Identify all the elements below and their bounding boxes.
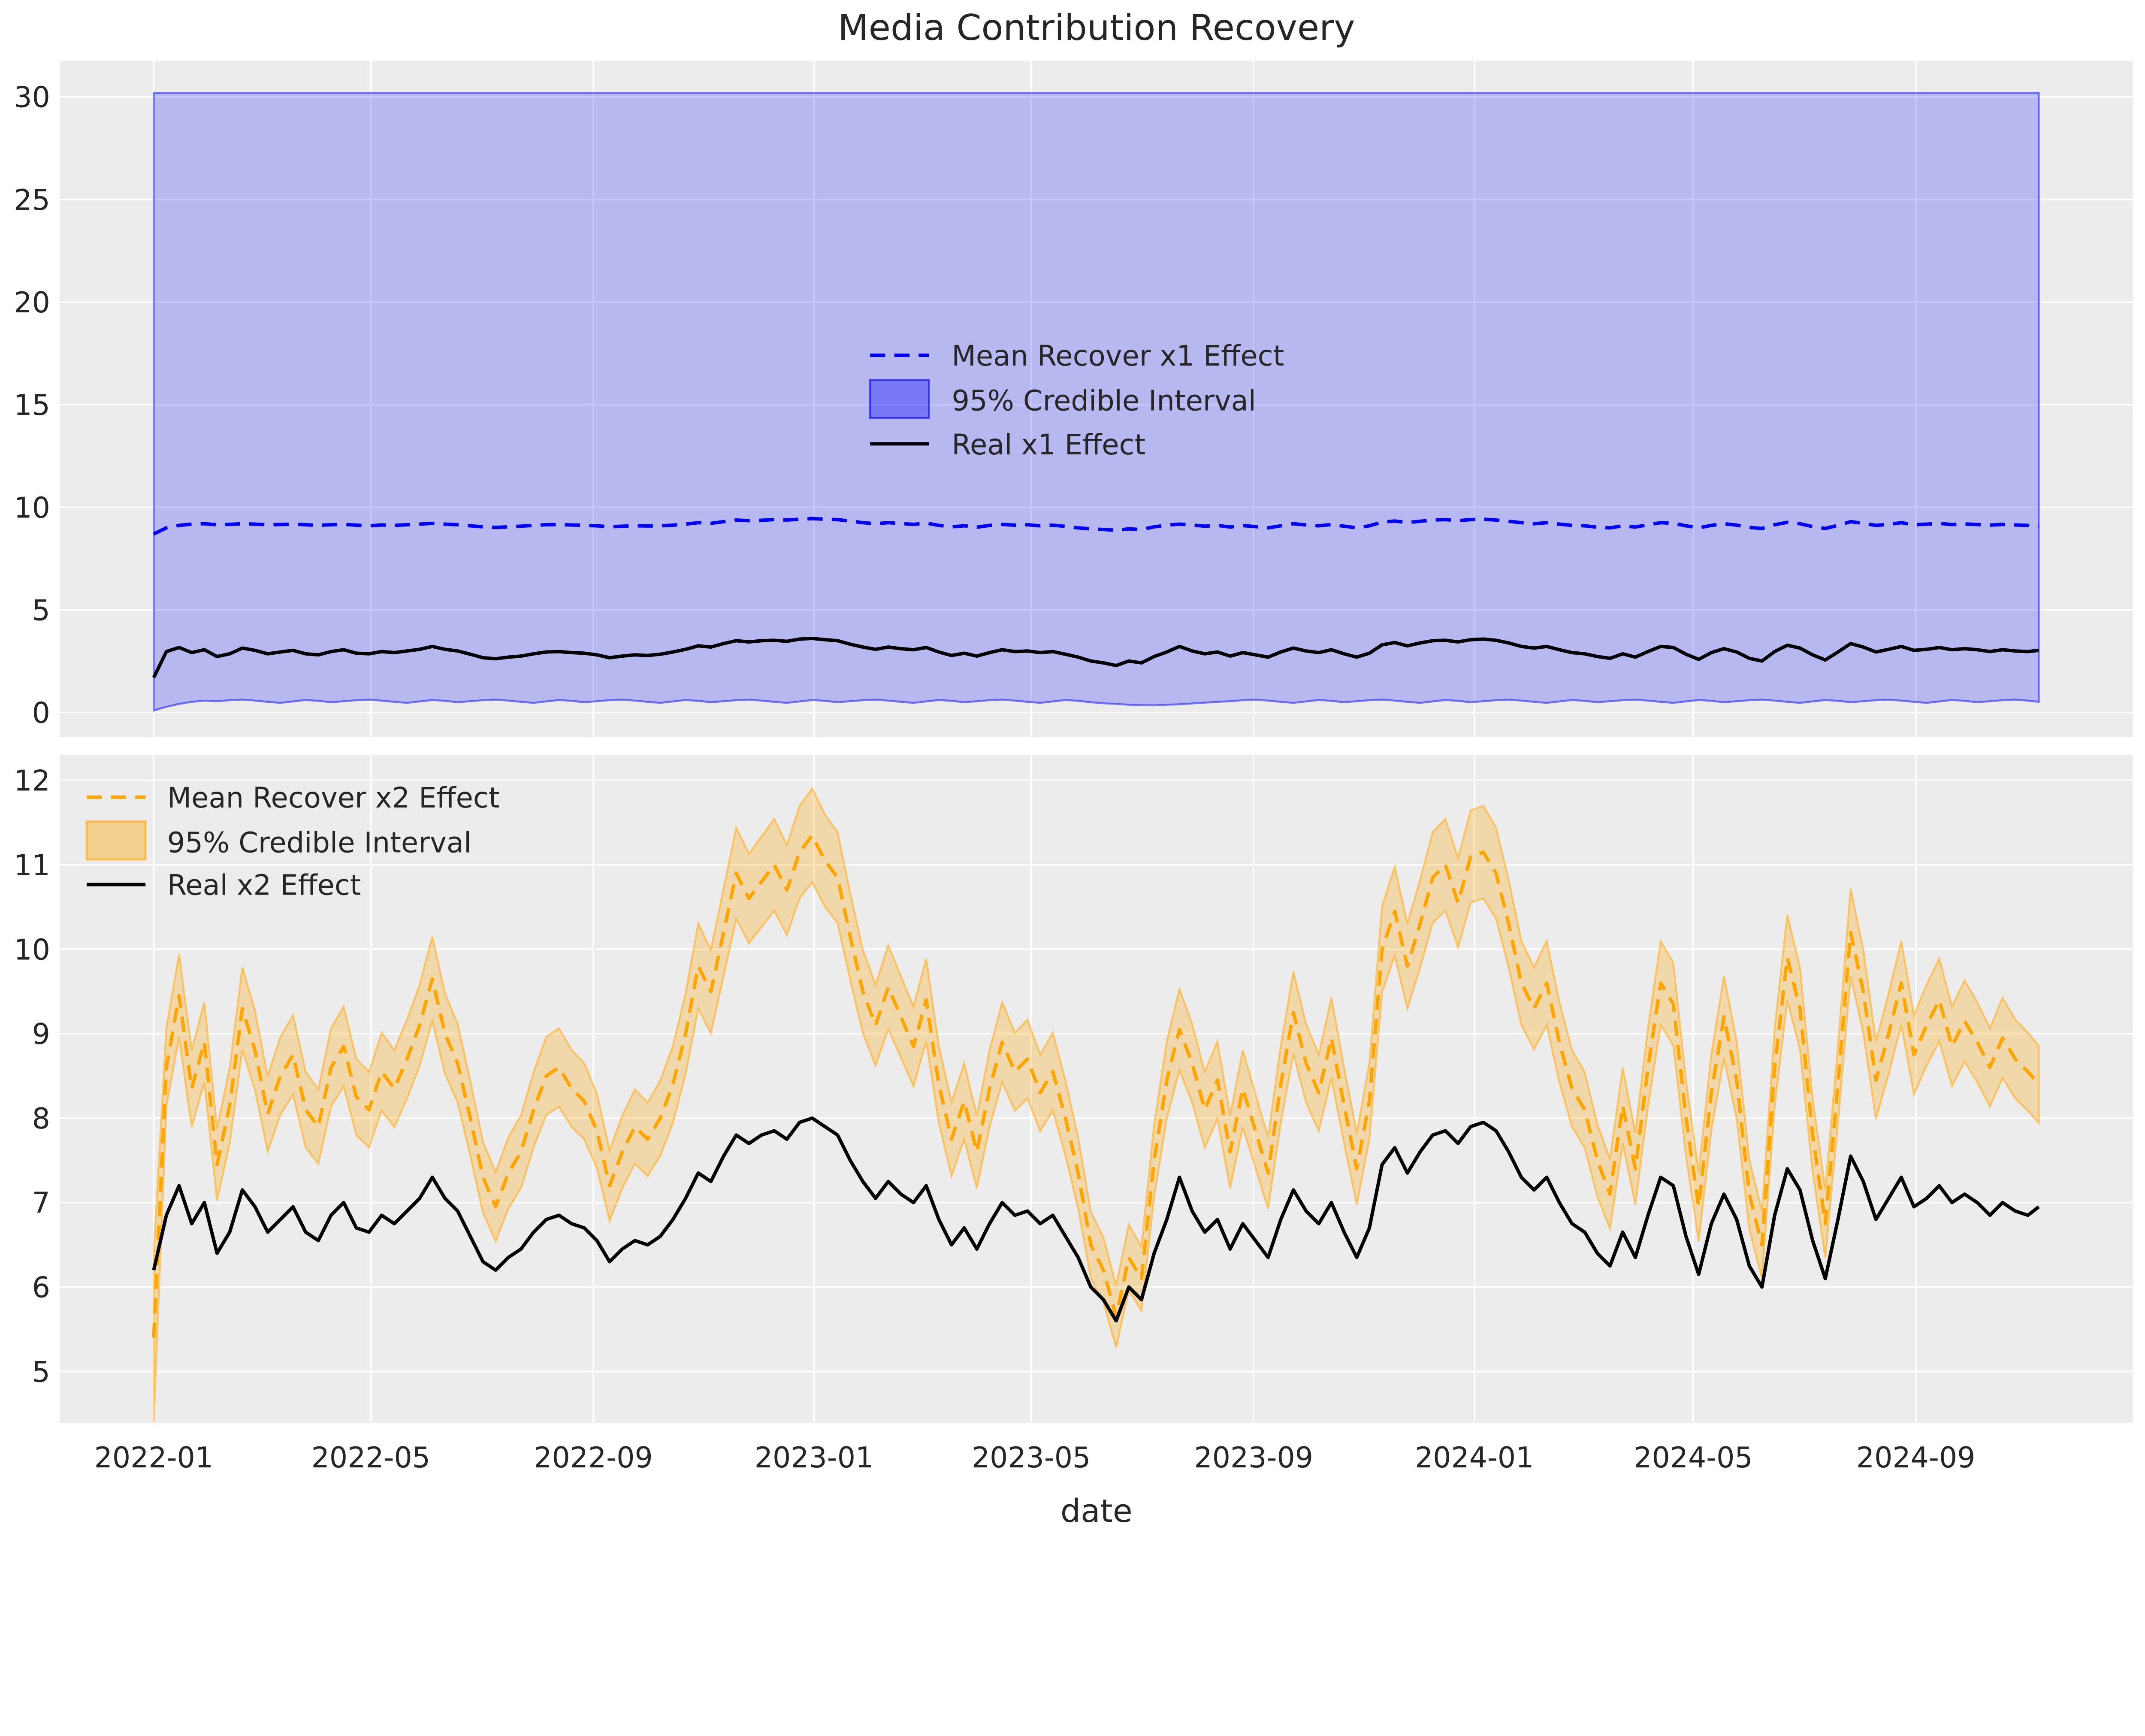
legend-label-real-x1: Real x1 Effect <box>952 429 1145 461</box>
y-tick-label: 9 <box>32 1017 50 1051</box>
legend-top: Mean Recover x1 Effect 95% Credible Inte… <box>869 340 1284 461</box>
figure: Media Contribution Recovery 0 5 10 15 20 25 30… <box>14 6 2133 1530</box>
y-tick-label: 12 <box>14 764 50 798</box>
y-tick-label: 10 <box>14 933 50 966</box>
mean-line <box>152 833 2040 1338</box>
axes-top: 0 5 10 15 20 25 30 Mean Recover x1 Effect 95% … <box>14 60 2133 738</box>
axes-bottom: 5 6 7 8 9 10 11 12 2022-01 2022-05 2022-09 2023-01 2… <box>14 755 2133 1530</box>
y-tick-label: 6 <box>32 1271 50 1304</box>
x-tick-label: 2022-09 <box>534 1441 653 1474</box>
plot-area-top: 0 5 10 15 20 25 30 <box>14 60 2133 738</box>
y-tick-label: 15 <box>14 388 50 422</box>
mean-line <box>153 517 2039 536</box>
y-tick-label: 10 <box>14 491 50 524</box>
y-tick-label: 11 <box>14 848 50 882</box>
legend-label-mean-x1: Mean Recover x1 Effect <box>952 340 1284 372</box>
x-tick-label: 2023-09 <box>1194 1441 1313 1474</box>
chart-svg: Media Contribution Recovery 0 5 10 15 20 25 30… <box>14 6 2133 1530</box>
real-line <box>152 636 2039 679</box>
legend-swatch-ci-x1 <box>869 379 930 419</box>
legend-label-ci-x2: 95% Credible Interval <box>167 826 472 859</box>
x-tick-label: 2024-05 <box>1634 1441 1752 1474</box>
y-tick-label: 5 <box>32 593 50 627</box>
y-tick-label: 5 <box>32 1355 50 1388</box>
x-tick-label: 2022-01 <box>94 1441 213 1474</box>
axes-background-bottom <box>60 755 2133 1423</box>
real-line <box>152 1116 2040 1323</box>
legend-swatch-ci-x2 <box>85 820 147 861</box>
x-tick-label: 2024-09 <box>1856 1441 1975 1474</box>
credible-interval-band <box>153 786 2040 1422</box>
legend-label-real-x2: Real x2 Effect <box>167 869 361 902</box>
x-tick-label: 2024-01 <box>1415 1441 1534 1474</box>
credible-interval-band <box>153 92 2040 712</box>
x-tick-label: 2023-01 <box>755 1441 873 1474</box>
legend-label-ci-x1: 95% Credible Interval <box>952 384 1256 417</box>
legend-bottom: Mean Recover x2 Effect 95% Credible Inte… <box>85 782 500 902</box>
y-tick-label: 0 <box>32 696 50 730</box>
x-tick-label: 2022-05 <box>311 1441 430 1474</box>
chart-title: Media Contribution Recovery <box>838 7 1355 48</box>
y-tick-label: 20 <box>14 286 50 319</box>
x-axis-label: date <box>1060 1492 1133 1530</box>
y-tick-label: 7 <box>32 1186 50 1220</box>
y-tick-label: 30 <box>14 81 50 114</box>
y-tick-label: 25 <box>14 183 50 217</box>
axes-background-top <box>60 60 2133 738</box>
y-tick-label: 8 <box>32 1102 50 1135</box>
x-tick-label: 2023-05 <box>972 1441 1091 1474</box>
legend-label-mean-x2: Mean Recover x2 Effect <box>167 782 500 814</box>
plot-area-bottom: 5 6 7 8 9 10 11 12 2022-01 2022-05 2022-09 2023-01 2… <box>14 755 2133 1474</box>
